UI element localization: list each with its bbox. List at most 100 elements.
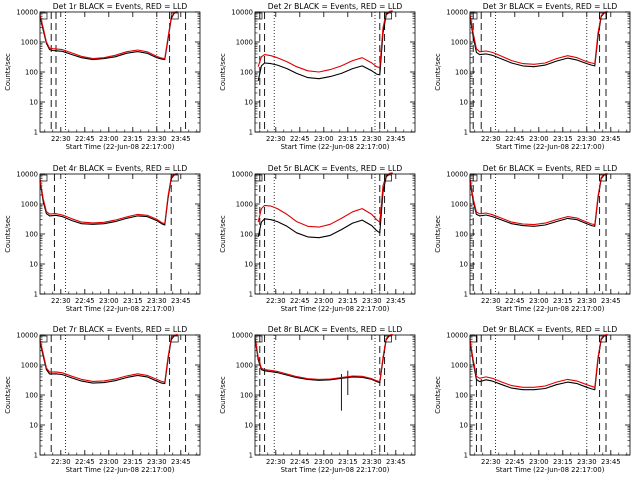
x-tick-label: 22:30 [481,458,501,466]
x-tick-label: 22:45 [290,297,310,305]
y-tick-label: 10000 [446,331,468,339]
lld-series-line [257,10,393,73]
y-tick-label: 1 [464,290,468,298]
marker-box [39,335,48,343]
marker-box [170,12,179,20]
x-tick-label: 22:30 [51,135,71,143]
panel-title: Det 9r BLACK = Events, RED = LLD [483,325,618,334]
lld-series-line [39,333,178,383]
x-tick-label: 22:30 [481,135,501,143]
y-tick-label: 1000 [451,200,468,208]
y-tick-label: 1000 [236,361,253,369]
y-tick-label: 10000 [16,8,38,16]
x-tick-label: 23:00 [99,135,119,143]
y-tick-label: 100 [25,68,38,76]
x-tick-label: 23:45 [601,135,621,143]
detector-panel: Det 4r BLACK = Events, RED = LLD 1 10 100 10… [4,164,201,313]
x-tick-label: 23:30 [147,135,167,143]
y-tick-label: 10 [459,98,468,106]
marker-box [384,174,392,182]
marker-box [39,174,48,182]
lld-series-line [469,10,608,65]
y-tick-label: 1000 [451,361,468,369]
x-tick-label: 23:15 [338,458,358,466]
y-tick-label: 10 [459,260,468,268]
marker-box [469,12,478,20]
x-tick-label: 23:00 [99,458,119,466]
y-axis-label: Counts/sec [434,215,442,253]
lld-series-line [39,172,178,225]
x-axis-label: Start Time (22-Jun-08 22:17:00) [496,143,605,151]
y-tick-label: 100 [240,391,253,399]
marker-box [469,174,478,182]
x-tick-label: 22:30 [266,135,286,143]
plot-frame [254,173,416,295]
plot-frame [254,11,416,133]
x-tick-label: 23:30 [362,297,382,305]
y-tick-label: 10 [244,260,253,268]
panel-title: Det 7r BLACK = Events, RED = LLD [53,325,188,334]
y-tick-label: 1 [249,128,253,136]
y-tick-label: 100 [455,391,468,399]
detector-panel: Det 8r BLACK = Events, RED = LLD 1 10 100 10… [219,325,416,474]
plot-frame [39,11,201,133]
y-tick-label: 100 [240,68,253,76]
y-axis-label: Counts/sec [219,53,227,91]
y-tick-label: 10 [244,421,253,429]
y-tick-label: 10 [29,98,38,106]
x-tick-label: 23:30 [147,297,167,305]
y-tick-label: 1000 [21,200,38,208]
y-tick-label: 1 [34,451,38,459]
x-axis-label: Start Time (22-Jun-08 22:17:00) [281,466,390,474]
x-tick-label: 23:30 [577,135,597,143]
y-tick-label: 1000 [236,200,253,208]
y-tick-label: 1000 [21,38,38,46]
marker-box [254,335,263,343]
x-tick-label: 22:45 [505,458,525,466]
x-axis-label: Start Time (22-Jun-08 22:17:00) [496,305,605,313]
y-tick-label: 100 [240,230,253,238]
y-tick-label: 1 [464,451,468,459]
y-tick-label: 10000 [231,331,253,339]
x-axis-label: Start Time (22-Jun-08 22:17:00) [66,305,175,313]
y-tick-label: 1000 [21,361,38,369]
y-axis-label: Counts/sec [4,215,12,253]
y-tick-label: 10 [244,98,253,106]
x-tick-label: 23:45 [601,297,621,305]
x-tick-label: 23:30 [362,135,382,143]
x-tick-label: 23:45 [171,458,191,466]
x-tick-label: 22:45 [75,135,95,143]
panel-title: Det 8r BLACK = Events, RED = LLD [268,325,403,334]
x-tick-label: 22:30 [51,297,71,305]
panel-title: Det 5r BLACK = Events, RED = LLD [268,164,403,173]
x-tick-label: 23:15 [123,135,143,143]
y-tick-label: 10000 [231,170,253,178]
x-tick-label: 23:30 [147,458,167,466]
x-tick-label: 22:45 [505,135,525,143]
plot-frame [254,334,416,456]
lld-series-line [469,172,608,226]
x-tick-label: 22:30 [51,458,71,466]
y-tick-label: 10 [29,260,38,268]
x-tick-label: 23:15 [338,135,358,143]
marker-box [599,335,607,343]
x-tick-label: 23:45 [601,458,621,466]
x-tick-label: 22:30 [481,297,501,305]
detector-panel: Det 9r BLACK = Events, RED = LLD 1 10 100 10… [434,325,631,474]
marker-box [599,174,607,182]
x-tick-label: 23:15 [553,297,573,305]
panel-title: Det 4r BLACK = Events, RED = LLD [53,164,188,173]
x-axis-label: Start Time (22-Jun-08 22:17:00) [496,466,605,474]
marker-box [599,12,607,20]
events-series-line [469,173,608,227]
lld-series-line [254,333,393,383]
detector-panel: Det 1r BLACK = Events, RED = LLD 1 10 100 10… [4,2,201,151]
plot-frame [39,173,201,295]
x-tick-label: 23:15 [553,458,573,466]
detector-panel: Det 3r BLACK = Events, RED = LLD 1 10 100 10… [434,2,631,151]
x-axis-label: Start Time (22-Jun-08 22:17:00) [281,143,390,151]
marker-box [384,335,392,343]
y-tick-label: 100 [25,230,38,238]
